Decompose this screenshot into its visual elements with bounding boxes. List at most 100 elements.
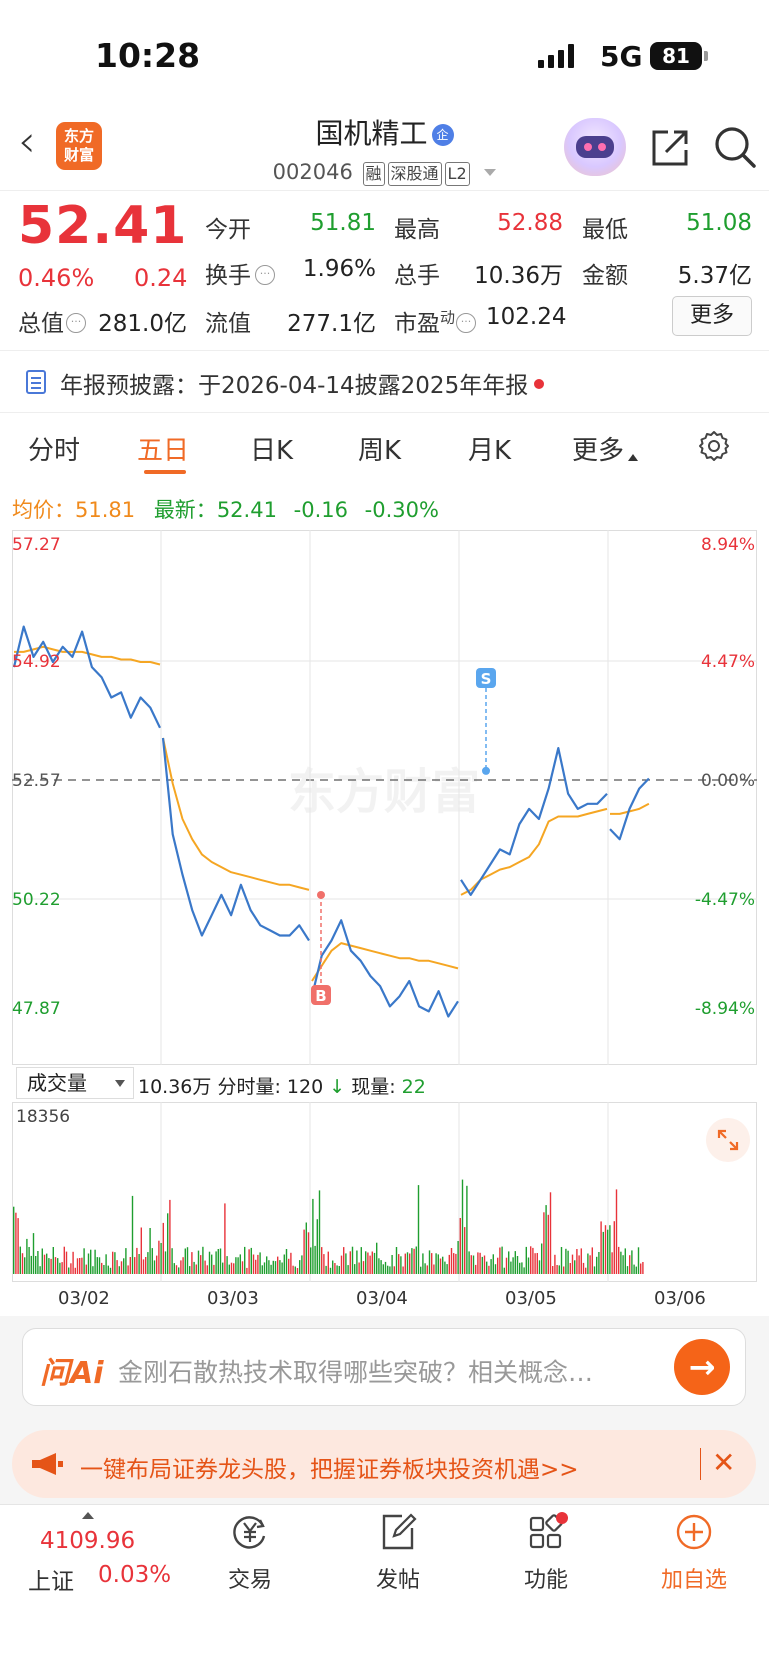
volume-bar: [59, 1262, 61, 1274]
nav-add-watchlist[interactable]: 加自选: [644, 1512, 744, 1594]
volume-bar: [248, 1249, 250, 1274]
pe-label[interactable]: 市盈动 ···: [394, 304, 477, 338]
volume-bar: [138, 1254, 140, 1274]
amount-label: 金额: [582, 263, 628, 289]
volume-bar: [325, 1265, 327, 1274]
y-tick-left: 50.22: [12, 890, 61, 910]
index-value[interactable]: 4109.96: [40, 1528, 136, 1554]
volume-bar: [74, 1267, 76, 1274]
index-name[interactable]: 上证: [28, 1569, 74, 1595]
volume-bar: [314, 1245, 316, 1274]
expand-button[interactable]: [706, 1118, 750, 1162]
volume-bar: [580, 1248, 582, 1274]
five-day-price-chart[interactable]: 东方财富 B S 57.27 8.94% 54.92 4.47% 52.57 0.00% 50…: [12, 530, 757, 1065]
market-cap-label[interactable]: 总值 ···: [18, 304, 86, 338]
volume-bar: [213, 1264, 215, 1274]
stock-code-line[interactable]: 002046 融深股通 L2: [0, 160, 769, 186]
triangle-up-icon[interactable]: [82, 1512, 94, 1519]
volume-bar: [129, 1257, 131, 1274]
volume-bar: [349, 1251, 351, 1274]
tab-intraday[interactable]: 分时: [28, 436, 81, 466]
volume-bar: [442, 1256, 444, 1274]
y-tick-left: 47.87: [12, 999, 61, 1019]
volume-bar: [571, 1254, 574, 1274]
volume-bar: [85, 1264, 87, 1274]
volume-bar: [596, 1256, 598, 1274]
battery-cap: [704, 51, 708, 61]
nav-trade[interactable]: 交易: [200, 1512, 300, 1594]
volume-bar: [107, 1265, 109, 1274]
tab-daily-k[interactable]: 日K: [250, 436, 294, 466]
volume-bar: [336, 1265, 338, 1274]
info-icon[interactable]: ···: [255, 265, 275, 285]
promo-divider: [700, 1448, 701, 1480]
volume-bar: [598, 1252, 600, 1274]
volume-bar: [587, 1253, 589, 1274]
avg-line-day: [460, 807, 608, 896]
tab-five-day[interactable]: 五日: [137, 436, 190, 466]
indicator-selector[interactable]: 成交量: [16, 1067, 134, 1099]
price-line-day: [460, 747, 608, 896]
volume-bar: [87, 1253, 90, 1274]
volume-bar: [516, 1256, 519, 1274]
volume-bar: [593, 1266, 596, 1274]
volume-bar: [43, 1254, 46, 1274]
volume-bar: [301, 1255, 303, 1274]
info-icon[interactable]: ···: [456, 313, 477, 333]
eastmoney-logo[interactable]: 东方 财富: [56, 122, 102, 170]
volume-bar: [156, 1255, 158, 1274]
close-icon[interactable]: ✕: [712, 1446, 736, 1479]
arrow-right-icon[interactable]: →: [674, 1339, 730, 1395]
volume-chart[interactable]: 18356: [12, 1102, 757, 1282]
volume-bar: [134, 1257, 136, 1274]
gear-icon[interactable]: [698, 430, 730, 462]
period-volume-label: 分时量:: [217, 1076, 281, 1098]
volume-bar: [17, 1218, 19, 1274]
volume-bar: [582, 1262, 585, 1274]
volume-bar: [543, 1212, 545, 1274]
back-button[interactable]: ‹: [18, 116, 36, 167]
sell-marker[interactable]: [476, 668, 496, 688]
volume-bar: [607, 1229, 609, 1274]
volume-bar: [321, 1247, 323, 1274]
promo-banner[interactable]: [12, 1430, 756, 1498]
volume-bar: [274, 1261, 277, 1274]
annual-report-notice[interactable]: [0, 352, 769, 410]
volume-bar: [527, 1257, 530, 1274]
more-fields-button[interactable]: 更多: [672, 296, 752, 336]
volume-bar: [422, 1253, 424, 1274]
index-change[interactable]: 0.03%: [98, 1562, 172, 1588]
nav-post[interactable]: 发帖: [348, 1512, 448, 1594]
volume-bar: [477, 1252, 479, 1274]
volume-bar: [140, 1227, 142, 1274]
ask-ai-placeholder[interactable]: 金刚石散热技术取得哪些突破？相关概念…: [118, 1358, 594, 1387]
volume-bar: [576, 1249, 578, 1274]
search-icon[interactable]: [712, 124, 758, 170]
volume-value: 10.36万: [474, 263, 563, 289]
volume-bar: [79, 1258, 81, 1274]
nav-functions[interactable]: 功能: [496, 1512, 596, 1594]
tab-weekly-k[interactable]: 周K: [358, 436, 402, 466]
tab-monthly-k[interactable]: 月K: [468, 436, 512, 466]
volume-bar: [455, 1253, 457, 1274]
volume-bar: [63, 1246, 65, 1274]
volume-bar: [523, 1267, 525, 1274]
chart-frame: [12, 530, 757, 1065]
share-icon[interactable]: [648, 126, 692, 170]
turnover-label[interactable]: 换手 ···: [205, 256, 275, 290]
info-icon[interactable]: ···: [66, 313, 86, 333]
volume-bar: [292, 1265, 294, 1274]
volume-bar: [433, 1264, 435, 1274]
tab-more[interactable]: 更多: [572, 430, 639, 467]
volume-bar: [530, 1246, 532, 1274]
buy-marker[interactable]: [311, 985, 331, 1005]
volume-bar: [277, 1256, 279, 1274]
y-tick-left: 52.57: [12, 771, 61, 791]
volume-bar: [450, 1248, 453, 1274]
volume-bar: [266, 1256, 268, 1274]
volume-bar: [57, 1258, 59, 1274]
volume-bar: [547, 1214, 549, 1274]
ask-ai-input[interactable]: [22, 1328, 746, 1406]
volume-bar: [536, 1253, 538, 1274]
volume-bar: [549, 1192, 552, 1274]
